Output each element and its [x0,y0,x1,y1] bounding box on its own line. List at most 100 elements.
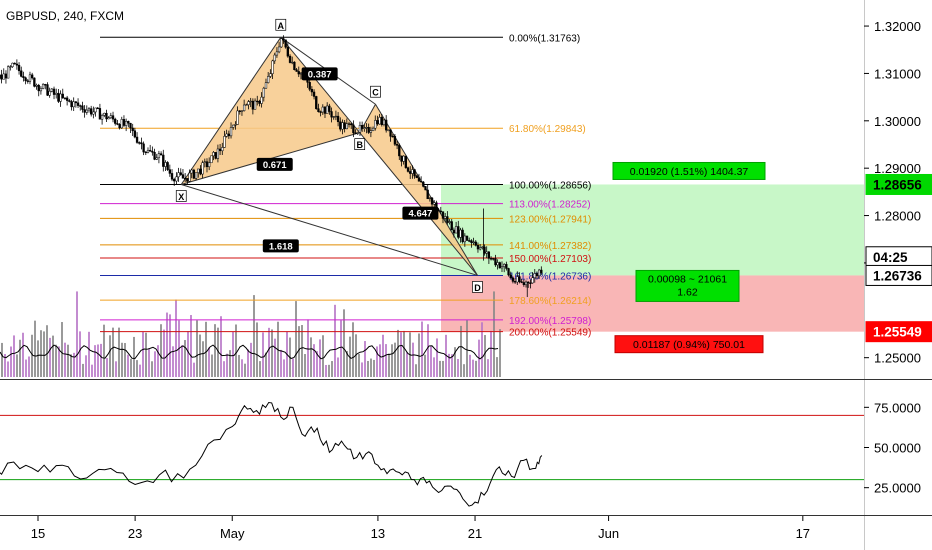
volume-bar [211,354,213,377]
pattern-point-label: A [278,21,285,31]
candle-body [253,100,257,110]
volume-bar [25,359,27,377]
pattern-point-label: C [372,88,379,98]
time-axis-tick-label: Jun [598,526,619,541]
candle-body [76,102,80,106]
candle-body [85,109,88,113]
candle-body [96,107,99,110]
volume-bar [388,353,390,377]
candle-body [232,124,235,128]
candle-body [48,91,51,96]
fib-level-label: 61.80%(1.29843) [509,124,586,135]
candle-body [236,110,239,125]
volume-bar [256,322,258,377]
volume-bar [379,344,381,377]
center-label-box [635,269,740,302]
candle-body [454,226,458,234]
candle-body [105,112,108,120]
price-axis-tick-label: 1.25000 [874,351,921,366]
candle-body [356,132,359,134]
volume-bar [301,325,303,377]
candle-body [168,169,171,174]
candle-body [328,105,331,112]
candle-body [395,144,399,146]
candle-body [159,153,163,156]
volume-bars [0,291,501,377]
pattern-point-label: X [178,192,184,202]
volume-bar [157,345,159,377]
candle-body [280,38,283,48]
candle-body [192,169,196,179]
candle-body [142,143,145,153]
volume-bar [94,345,96,377]
candle-body [426,189,429,200]
candle-body [186,178,189,182]
volume-bar [85,355,87,377]
volume-bar [64,342,66,377]
volume-bar [451,354,453,377]
candle-body [312,91,316,97]
candle-body [299,72,303,75]
candle-body [221,147,224,152]
candle-body [319,111,322,113]
volume-bar [139,364,141,377]
volume-bar [73,352,75,377]
candle-body [417,177,421,182]
candle-body [393,136,397,145]
volume-bar [76,291,78,377]
candle-body [225,133,228,137]
candle-body [135,136,139,143]
volume-bar [223,361,225,377]
candle-body [116,123,119,125]
candle-body [100,115,104,120]
volume-bar [205,321,207,377]
time-axis[interactable]: 15 23 May 13 21 Jun 17 [31,516,810,541]
candle-body [11,62,14,67]
time-axis-tick-label: 15 [31,526,45,541]
volume-bar [457,358,459,377]
candle-body [70,101,73,108]
candle-body [509,274,512,279]
volume-bar [160,324,162,377]
candle-body [404,155,407,168]
volume-bar [172,346,174,377]
candle-body [315,96,318,109]
candle-body [190,169,193,174]
candle-body [522,282,525,285]
candle-body [98,108,102,120]
stop-label: 0.01187 (0.94%) 750.01 [633,339,745,351]
candle-body [33,77,36,87]
candle-body [210,155,213,164]
candle-body [28,74,32,82]
fib-level-label: 0.00%(1.31763) [509,33,580,44]
volume-bar [391,344,393,377]
volume-bar [427,324,429,377]
fib-level-label: 141.00%(1.27382) [509,241,591,252]
oscillator-pane [0,401,864,507]
candle-body [24,77,27,82]
pattern-xab-fill [181,37,360,185]
price-axis-tick-label: 1.31000 [874,66,921,81]
candle-body [229,127,233,137]
volume-bar [109,335,111,377]
volume-ma-line [0,344,499,360]
volume-bar [106,358,108,377]
candle-body [87,108,91,111]
volume-bar [208,347,210,377]
volume-bar [244,363,246,377]
candle-body [129,122,132,129]
time-axis-tick-label: 17 [796,526,810,541]
price-axis-marker-label: 04:25 [873,250,908,265]
candle-body [424,186,427,191]
candle-body [122,119,126,126]
price-axis[interactable]: 1.320001.310001.300001.290001.280001.270… [864,19,932,496]
volume-bar [496,357,498,377]
volume-bar [145,332,147,377]
volume-bar [88,331,90,377]
candle-body [269,73,272,77]
volume-bar [232,331,234,377]
candle-body [537,269,541,277]
candle-body [238,110,241,112]
candle-body [90,108,93,115]
